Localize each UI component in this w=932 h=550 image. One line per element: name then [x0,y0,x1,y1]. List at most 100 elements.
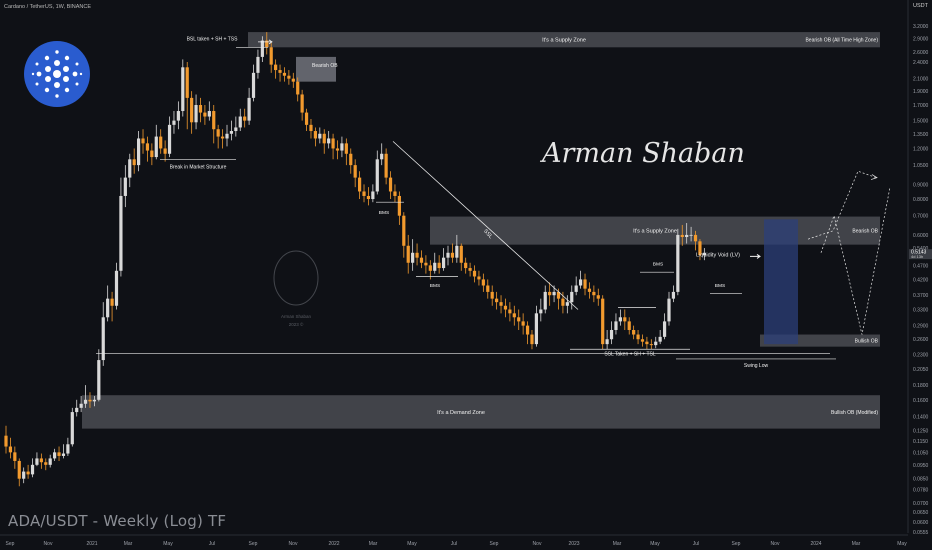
candle-body [654,341,658,346]
candle-body [22,471,26,479]
annotation-text: BMS [430,283,440,289]
y-tick-label: 0.3700 [913,293,929,299]
candle-body [251,72,256,98]
candle-body [176,111,180,121]
candle-body [8,446,13,453]
cardano-logo-dot [36,71,42,77]
cardano-logo-dot [55,50,59,54]
y-tick-label: 0.2050 [913,367,929,373]
candle-body [539,309,543,314]
currency-label: USDT [913,3,928,9]
candle-body [159,136,163,149]
y-tick-label: 0.1400 [913,414,929,420]
candle-body [167,124,172,154]
candle-body [110,298,114,306]
candle-body [680,234,684,238]
candle-body [459,245,463,263]
candle-body [194,105,198,123]
candle-body [358,177,362,192]
arrow-right-icon [750,254,761,259]
candle-body [632,329,636,335]
candle-body [35,458,39,465]
candle-body [649,344,653,346]
x-tick-label: Nov [289,541,298,547]
candle-body [340,143,344,151]
x-tick-label: May [407,541,417,547]
cardano-logo-dot [54,60,60,66]
candle-body [61,453,66,456]
x-tick-label: Mar [369,541,378,547]
zone-rect [248,32,880,48]
zone-label: It's a Demand Zone [437,410,485,416]
x-tick-label: Mar [852,541,861,547]
y-tick-label: 0.1600 [913,398,929,404]
x-tick-label: Nov [44,541,53,547]
x-tick-label: 2021 [86,541,97,547]
candle-body [548,291,552,296]
candle-body [362,191,366,196]
cardano-logo-dot [44,87,50,93]
candle-body [75,407,79,413]
candle-body [114,270,119,306]
candle-body [636,334,640,340]
annotation-text: BSL taken + SH + TSS [187,37,239,43]
candle-body [198,105,203,113]
candle-body [291,78,295,82]
candle-body [437,262,441,269]
cardano-logo-dot [75,62,79,66]
y-tick-label: 0.2900 [913,324,929,330]
y-tick-label: 0.2300 [913,353,929,359]
x-tick-label: May [163,541,173,547]
candle-body [225,133,229,139]
y-tick-label: 0.0850 [913,477,929,483]
candle-body [66,444,70,454]
candle-body [552,291,556,296]
candle-body [495,298,499,303]
candle-body [512,313,516,318]
candle-body [618,317,622,322]
candle-body [499,302,503,306]
x-tick-label: 2024 [810,541,821,547]
cardano-logo-dot [53,70,61,78]
candle-body [596,295,600,299]
y-tick-label: 0.0555 [913,530,929,536]
y-tick-label: 0.1050 [913,450,929,456]
candle-body [366,195,371,200]
candle-body [477,276,481,280]
annotation-text: Break in Market Structure [170,165,227,171]
candle-body [393,191,397,196]
candle-body [415,252,419,258]
candle-body [13,452,17,461]
candle-body [190,97,194,123]
current-price-tag [909,249,932,260]
zone-label: It's a Supply Zone [542,38,586,44]
candle-body [70,412,74,445]
x-tick-label: Sep [6,541,15,547]
cardano-logo-dot [35,62,39,66]
candle-body [88,399,92,402]
candle-body [17,460,21,479]
annotation-text: Swing Low [744,363,769,369]
y-tick-label: 1.9000 [913,89,929,95]
zone-side-label: Bullish OB [855,339,879,345]
candle-body [543,291,547,310]
candle-body [212,111,216,130]
candle-body [247,97,251,121]
y-tick-label: 0.7000 [913,214,929,220]
candle-body [287,75,291,79]
candle-body [561,298,565,306]
candle-body [441,257,446,269]
candle-body [530,334,534,345]
candle-body [349,153,353,166]
candle-body [92,399,96,402]
zone-rect [430,216,880,245]
candle-body [39,458,43,463]
candle-body [609,329,614,340]
price-axis [908,0,932,550]
candle-body [556,291,561,299]
y-tick-label: 0.2600 [913,337,929,343]
y-tick-label: 1.7000 [913,103,929,109]
candle-body [300,94,304,113]
y-tick-label: 0.5400 [913,246,929,252]
